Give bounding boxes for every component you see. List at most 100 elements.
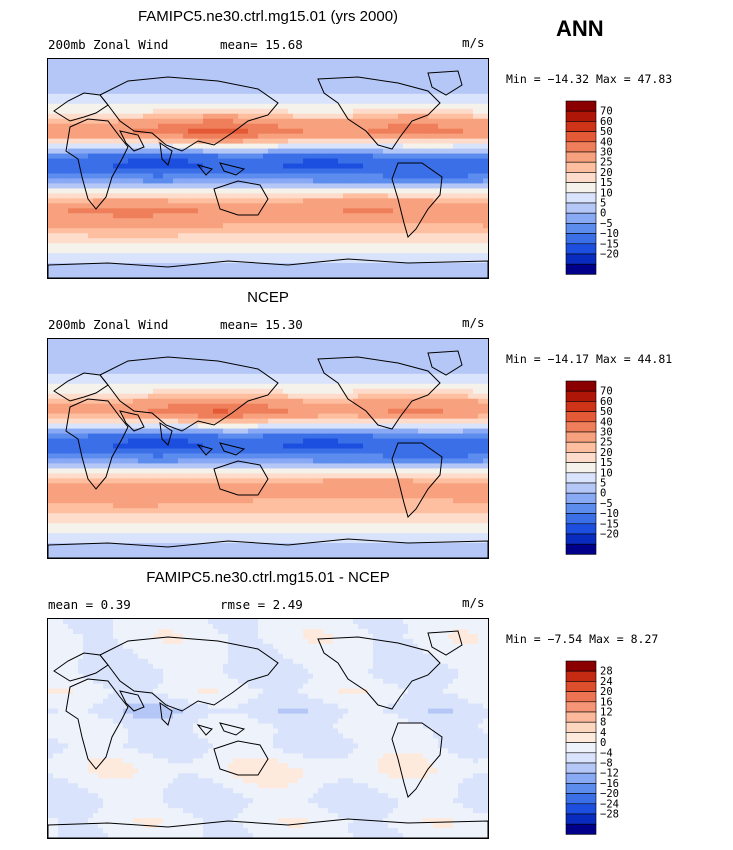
map-cell	[228, 208, 234, 214]
map-cell	[263, 268, 269, 274]
map-cell	[393, 168, 399, 175]
map-cell	[138, 253, 144, 259]
map-cell	[393, 353, 399, 360]
map-cell	[333, 88, 339, 95]
map-cell	[353, 88, 359, 95]
map-cell	[433, 118, 439, 125]
map-cell	[263, 118, 269, 125]
map-cell	[118, 68, 124, 75]
map-cell	[78, 113, 84, 120]
map-cell	[203, 263, 209, 269]
map-cell	[383, 168, 389, 175]
map-cell	[308, 113, 314, 120]
map-cell	[278, 148, 284, 155]
map-cell	[428, 158, 434, 165]
map-cell	[198, 118, 204, 125]
map-cell	[408, 243, 414, 249]
map-cell	[63, 108, 69, 115]
map-cell	[143, 213, 149, 219]
map-cell	[293, 348, 299, 355]
map-cell	[448, 188, 454, 194]
map-cell	[213, 223, 219, 229]
map-cell	[303, 348, 309, 355]
map-cell	[408, 273, 414, 278]
map-cell	[453, 59, 459, 65]
map-cell	[243, 273, 249, 278]
map-cell	[283, 213, 289, 219]
map-cell	[153, 108, 159, 115]
map-cell	[103, 248, 109, 254]
map-cell	[318, 353, 324, 360]
map-cell	[283, 243, 289, 249]
map-cell	[463, 163, 469, 170]
map-cell	[83, 273, 89, 278]
map-cell	[378, 368, 384, 375]
map-cell	[413, 368, 419, 375]
map-cell	[413, 353, 419, 360]
map-cell	[333, 368, 339, 375]
map-cell	[293, 68, 299, 75]
map-cell	[143, 98, 149, 105]
map-cell	[363, 339, 369, 345]
map-cell	[333, 103, 339, 110]
map-cell	[343, 339, 349, 345]
map-cell	[48, 188, 54, 194]
map-cell	[448, 198, 454, 204]
map-cell	[218, 188, 224, 194]
map-cell	[138, 243, 144, 249]
colorbar-swatch	[565, 253, 597, 265]
map-cell	[243, 378, 249, 385]
map-cell	[163, 343, 169, 350]
map-cell	[133, 253, 139, 259]
map-cell	[448, 113, 454, 120]
map-cell	[258, 358, 264, 365]
map-cell	[63, 59, 69, 65]
map-cell	[428, 168, 434, 175]
map-cell	[263, 208, 269, 214]
map-cell	[358, 343, 364, 350]
map-cell	[268, 138, 274, 145]
map-cell	[383, 213, 389, 219]
map-cell	[63, 93, 69, 100]
map-cell	[318, 113, 324, 120]
map-cell	[113, 153, 119, 160]
map-cell	[58, 363, 64, 370]
map-cell	[483, 103, 488, 110]
map-cell	[143, 158, 149, 165]
map-cell	[193, 128, 199, 135]
map-cell	[143, 353, 149, 360]
map-cell	[418, 373, 424, 380]
map-cell	[408, 188, 414, 194]
map-cell	[158, 123, 164, 130]
map-cell	[178, 243, 184, 249]
map-cell	[233, 248, 239, 254]
panel-1-minmax: Min = −14.32 Max = 47.83	[506, 72, 673, 86]
map-cell	[218, 123, 224, 130]
map-cell	[178, 163, 184, 170]
map-cell	[193, 339, 199, 345]
map-cell	[173, 273, 179, 278]
map-cell	[233, 208, 239, 214]
map-cell	[163, 268, 169, 274]
map-cell	[163, 223, 169, 229]
map-cell	[388, 228, 394, 234]
map-cell	[143, 118, 149, 125]
map-cell	[288, 203, 294, 209]
map-cell	[483, 173, 488, 180]
map-cell	[48, 83, 54, 90]
map-cell	[143, 348, 149, 355]
map-cell	[53, 59, 59, 65]
map-cell	[303, 128, 309, 135]
map-cell	[353, 173, 359, 180]
map-cell	[193, 383, 199, 390]
map-cell	[243, 233, 249, 239]
map-cell	[68, 393, 74, 400]
map-cell	[343, 153, 349, 160]
map-cell	[278, 163, 284, 170]
map-cell	[118, 83, 124, 90]
map-cell	[208, 368, 214, 375]
map-cell	[63, 218, 69, 224]
map-cell	[268, 253, 274, 259]
map-cell	[288, 83, 294, 90]
map-cell	[148, 143, 154, 150]
